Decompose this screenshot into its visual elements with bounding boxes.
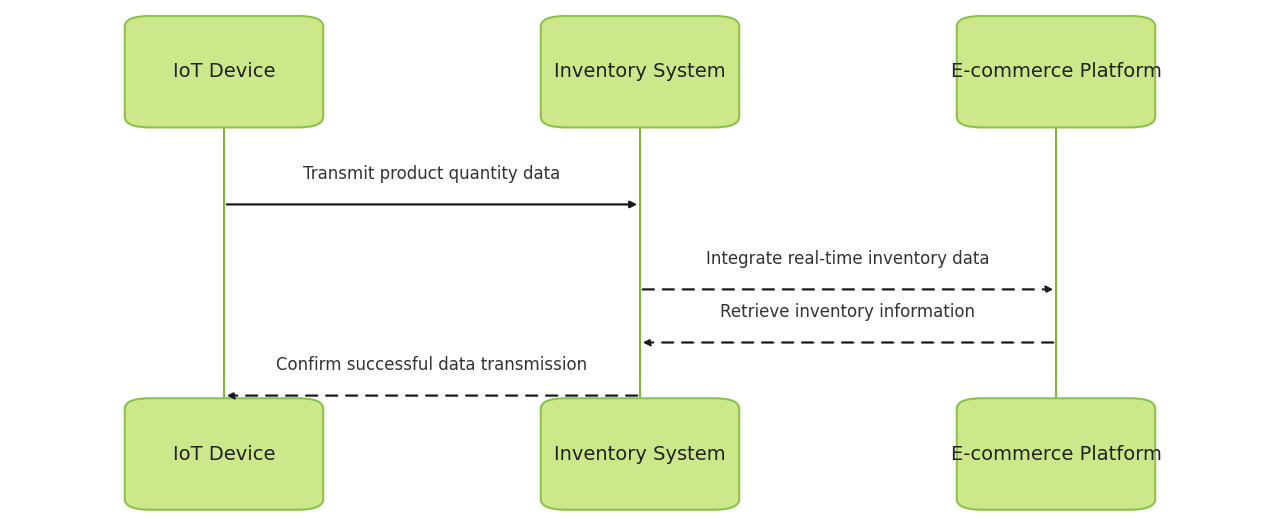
Text: Inventory System: Inventory System	[554, 62, 726, 81]
FancyBboxPatch shape	[540, 398, 740, 510]
Text: Confirm successful data transmission: Confirm successful data transmission	[276, 356, 588, 374]
FancyBboxPatch shape	[957, 398, 1156, 510]
Text: E-commerce Platform: E-commerce Platform	[951, 62, 1161, 81]
Text: Integrate real-time inventory data: Integrate real-time inventory data	[707, 250, 989, 268]
Text: Inventory System: Inventory System	[554, 444, 726, 464]
FancyBboxPatch shape	[124, 16, 323, 127]
FancyBboxPatch shape	[124, 398, 323, 510]
Text: IoT Device: IoT Device	[173, 444, 275, 464]
FancyBboxPatch shape	[540, 16, 740, 127]
FancyBboxPatch shape	[957, 16, 1156, 127]
Text: Retrieve inventory information: Retrieve inventory information	[721, 303, 975, 321]
Text: Transmit product quantity data: Transmit product quantity data	[303, 165, 561, 183]
Text: E-commerce Platform: E-commerce Platform	[951, 444, 1161, 464]
Text: IoT Device: IoT Device	[173, 62, 275, 81]
